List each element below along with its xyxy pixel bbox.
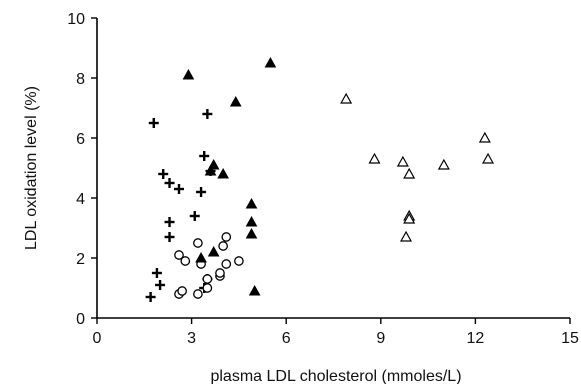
data-point-plus — [151, 268, 162, 278]
y-tick-label: 0 — [76, 311, 85, 328]
x-tick-label: 15 — [561, 330, 579, 347]
data-point-circle — [202, 274, 213, 284]
data-point-plus — [164, 232, 175, 242]
y-tick-label: 4 — [76, 191, 85, 208]
x-tick-label: 6 — [282, 330, 291, 347]
data-point-filled-triangle — [245, 227, 258, 239]
data-point-filled-triangle — [245, 215, 258, 227]
data-point-circle — [202, 283, 213, 293]
data-point-circle — [193, 238, 203, 248]
data-point-open-triangle — [481, 152, 495, 164]
data-point-plus — [158, 169, 169, 179]
y-tick-label: 10 — [67, 11, 85, 28]
y-tick-label: 8 — [76, 71, 85, 88]
data-point-filled-triangle — [264, 56, 277, 68]
x-tick-label: 3 — [187, 330, 196, 347]
x-tick-label: 0 — [93, 330, 102, 347]
x-axis-label: plasma LDL cholesterol (mmoles/L) — [210, 368, 461, 384]
data-point-circle — [218, 241, 228, 251]
data-point-circle — [180, 256, 191, 266]
data-point-plus — [189, 211, 200, 221]
data-point-filled-triangle — [204, 164, 217, 176]
data-point-circle — [221, 232, 232, 242]
data-point-open-triangle — [400, 230, 413, 242]
data-point-circle — [215, 268, 225, 278]
y-tick-label: 6 — [76, 131, 85, 148]
data-point-plus — [155, 280, 166, 290]
data-point-open-triangle — [403, 167, 416, 179]
ticks: 0 2 4 6 8 10 0 3 6 9 12 15 — [67, 11, 579, 347]
data-point-filled-triangle — [217, 167, 229, 179]
data-point-circle — [234, 256, 244, 266]
x-tick-label: 9 — [376, 330, 385, 347]
y-axis-label: LDL oxidation level (%) — [23, 86, 40, 250]
data-point-plus — [148, 118, 159, 128]
data-point-open-triangle — [396, 155, 409, 167]
data-point-circle — [177, 286, 187, 296]
data-point-circle — [221, 259, 232, 269]
data-point-plus — [173, 184, 184, 194]
data-point-open-triangle — [403, 212, 416, 224]
data-point-open-triangle — [368, 152, 381, 164]
data-point-plus — [202, 109, 213, 119]
data-point-plus — [199, 151, 210, 161]
data-point-open-triangle — [437, 158, 450, 170]
data-point-plus — [164, 178, 175, 188]
data-point-plus — [196, 187, 207, 197]
data-point-filled-triangle — [245, 197, 258, 209]
data-point-plus — [164, 217, 175, 227]
data-point-filled-triangle — [248, 284, 261, 296]
y-tick-label: 2 — [76, 251, 85, 268]
data-point-open-triangle — [340, 92, 353, 104]
data-point-filled-triangle — [207, 245, 220, 257]
data-point-filled-triangle — [229, 95, 242, 107]
data-point-filled-triangle — [182, 68, 195, 80]
x-tick-label: 12 — [467, 330, 485, 347]
data-point-circle — [174, 250, 184, 260]
data-point-plus — [145, 292, 156, 302]
data-point-circle — [193, 289, 203, 299]
data-points — [145, 56, 495, 302]
axes — [96, 18, 570, 319]
data-point-open-triangle — [478, 131, 491, 143]
data-point-filled-triangle — [195, 251, 207, 263]
